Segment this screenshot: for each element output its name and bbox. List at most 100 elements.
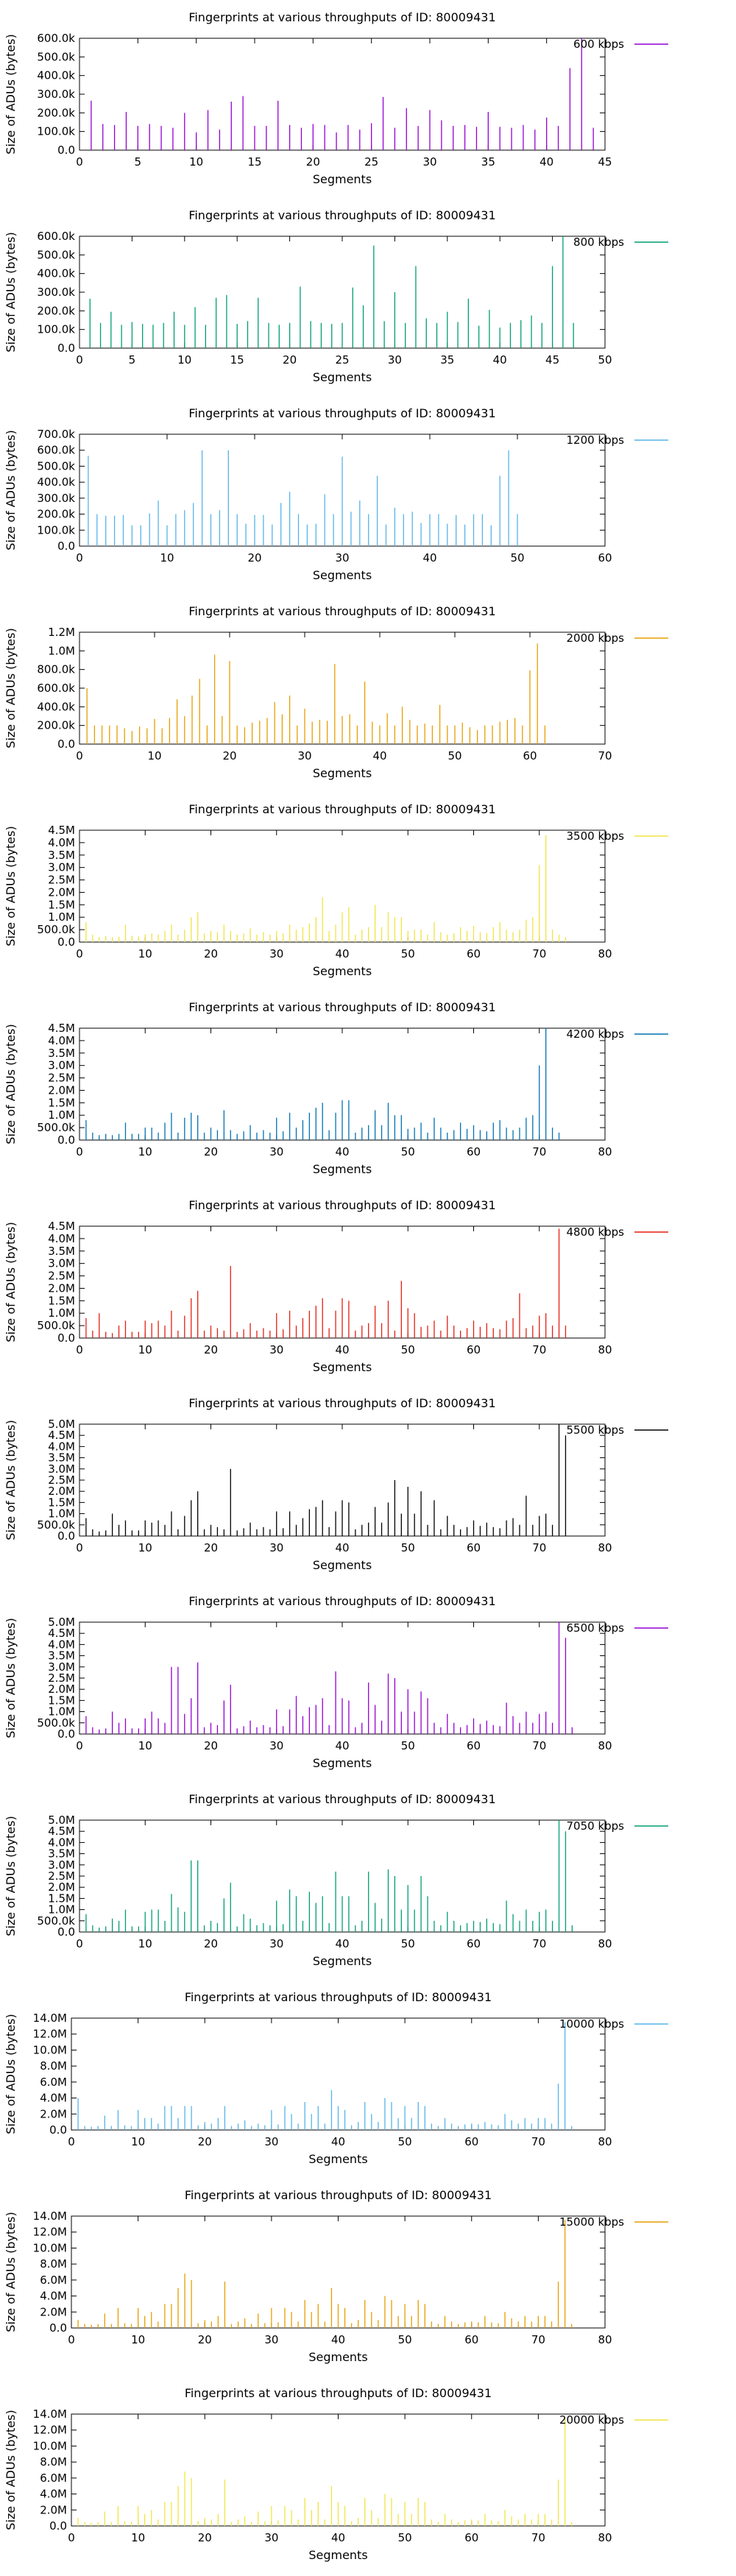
y-tick-label: 4.0M bbox=[48, 836, 75, 849]
plot-frame bbox=[79, 38, 606, 151]
y-tick-label: 500.0k bbox=[37, 248, 75, 261]
y-axis-label: Size of ADUs (bytes) bbox=[4, 1618, 18, 1738]
y-tick-label: 700.0k bbox=[37, 428, 75, 441]
legend-label: 20000 kbps bbox=[559, 2413, 624, 2427]
y-tick-label: 2.0M bbox=[40, 2305, 67, 2318]
y-tick-label: 2.5M bbox=[48, 1072, 75, 1085]
x-tick-label: 0 bbox=[76, 551, 83, 565]
x-axis-label: Segments bbox=[308, 2152, 367, 2166]
y-tick-label: 3.0M bbox=[48, 861, 75, 874]
chart-title: Fingerprints at various throughputs of I… bbox=[188, 1594, 495, 1608]
x-tick-label: 30 bbox=[269, 947, 283, 960]
legend-label: 2000 kbps bbox=[567, 631, 625, 645]
y-tick-label: 600.0k bbox=[37, 682, 75, 695]
x-tick-label: 30 bbox=[264, 2333, 278, 2346]
chart-panel: Fingerprints at various throughputs of I… bbox=[4, 1396, 668, 1572]
x-tick-label: 0 bbox=[76, 353, 83, 367]
x-tick-label: 70 bbox=[532, 1343, 546, 1356]
x-tick-label: 80 bbox=[598, 2531, 612, 2544]
x-tick-label: 60 bbox=[464, 2333, 478, 2346]
y-tick-label: 400.0k bbox=[37, 700, 75, 713]
x-tick-label: 0 bbox=[68, 2135, 75, 2148]
y-tick-label: 3.0M bbox=[48, 1660, 75, 1674]
y-tick-label: 2.5M bbox=[48, 1869, 75, 1883]
x-tick-label: 60 bbox=[523, 749, 537, 762]
x-tick-label: 15 bbox=[230, 353, 244, 367]
y-tick-label: 1.5M bbox=[48, 1294, 75, 1307]
y-axis-label: Size of ADUs (bytes) bbox=[4, 232, 18, 352]
x-tick-label: 60 bbox=[467, 1937, 481, 1950]
y-tick-label: 4.0M bbox=[40, 2092, 67, 2105]
y-tick-label: 500.0k bbox=[37, 1716, 75, 1730]
y-tick-label: 12.0M bbox=[33, 2226, 67, 2239]
y-tick-label: 200.0k bbox=[37, 719, 75, 732]
x-tick-label: 80 bbox=[598, 1541, 612, 1554]
x-tick-label: 70 bbox=[531, 2333, 545, 2346]
y-tick-label: 3.5M bbox=[48, 1047, 75, 1060]
x-tick-label: 30 bbox=[264, 2135, 278, 2148]
x-tick-label: 30 bbox=[269, 1343, 283, 1356]
x-tick-label: 70 bbox=[531, 2531, 545, 2544]
y-tick-label: 12.0M bbox=[33, 2028, 67, 2041]
y-axis-label: Size of ADUs (bytes) bbox=[4, 1816, 18, 1936]
x-tick-label: 0 bbox=[76, 749, 83, 762]
x-tick-label: 40 bbox=[493, 353, 507, 367]
x-tick-label: 50 bbox=[401, 1937, 415, 1950]
y-tick-label: 0.0 bbox=[57, 539, 75, 553]
y-tick-label: 2.0M bbox=[48, 1281, 75, 1295]
y-axis-label: Size of ADUs (bytes) bbox=[4, 1420, 18, 1540]
y-tick-label: 10.0M bbox=[33, 2241, 67, 2254]
y-tick-label: 2.0M bbox=[40, 2503, 67, 2516]
x-tick-label: 10 bbox=[131, 2333, 145, 2346]
x-tick-label: 70 bbox=[532, 1739, 546, 1752]
chart-title: Fingerprints at various throughputs of I… bbox=[188, 1198, 495, 1212]
x-tick-label: 20 bbox=[204, 1739, 218, 1752]
x-tick-label: 50 bbox=[398, 2333, 412, 2346]
y-tick-label: 500.0k bbox=[37, 50, 75, 63]
x-tick-label: 20 bbox=[204, 1145, 218, 1158]
x-tick-label: 10 bbox=[138, 947, 152, 960]
y-tick-label: 5.0M bbox=[48, 1616, 75, 1629]
y-tick-label: 10.0M bbox=[33, 2043, 67, 2056]
y-tick-label: 0.0 bbox=[57, 1727, 75, 1741]
y-tick-label: 500.0k bbox=[37, 459, 75, 473]
y-tick-label: 300.0k bbox=[37, 286, 75, 299]
y-tick-label: 600.0k bbox=[37, 32, 75, 45]
x-tick-label: 40 bbox=[331, 2531, 345, 2544]
legend-label: 1200 kbps bbox=[567, 434, 625, 447]
x-tick-label: 10 bbox=[131, 2135, 145, 2148]
chart-panel: Fingerprints at various throughputs of I… bbox=[4, 802, 668, 978]
y-tick-label: 500.0k bbox=[37, 1518, 75, 1532]
x-tick-label: 60 bbox=[467, 947, 481, 960]
x-tick-label: 30 bbox=[388, 353, 402, 367]
x-tick-label: 10 bbox=[138, 1145, 152, 1158]
y-tick-label: 200.0k bbox=[37, 106, 75, 119]
y-tick-label: 8.0M bbox=[40, 2059, 67, 2073]
y-tick-label: 8.0M bbox=[40, 2455, 67, 2469]
y-tick-label: 400.0k bbox=[37, 475, 75, 489]
y-tick-label: 2.0M bbox=[40, 2107, 67, 2120]
y-tick-label: 0.0 bbox=[57, 737, 75, 751]
chart-panel: Fingerprints at various throughputs of I… bbox=[4, 2386, 668, 2562]
y-axis-label: Size of ADUs (bytes) bbox=[4, 2014, 18, 2134]
y-tick-label: 1.2M bbox=[48, 626, 75, 639]
y-tick-label: 0.0 bbox=[57, 144, 75, 157]
y-tick-label: 4.5M bbox=[48, 1022, 75, 1035]
y-tick-label: 200.0k bbox=[37, 304, 75, 317]
y-axis-label: Size of ADUs (bytes) bbox=[4, 34, 18, 154]
y-tick-label: 0.0 bbox=[49, 2123, 67, 2137]
x-tick-label: 0 bbox=[76, 1739, 83, 1752]
x-tick-label: 50 bbox=[447, 749, 461, 762]
y-tick-label: 0.0 bbox=[49, 2519, 67, 2533]
x-tick-label: 50 bbox=[401, 1541, 415, 1554]
y-tick-label: 500.0k bbox=[37, 923, 75, 936]
x-tick-label: 50 bbox=[398, 2531, 412, 2544]
x-tick-label: 10 bbox=[138, 1937, 152, 1950]
legend-label: 4200 kbps bbox=[567, 1027, 625, 1041]
x-axis-label: Segments bbox=[313, 1756, 372, 1770]
y-tick-label: 1.5M bbox=[48, 898, 75, 911]
y-axis-label: Size of ADUs (bytes) bbox=[4, 826, 18, 946]
y-axis-label: Size of ADUs (bytes) bbox=[4, 430, 18, 550]
legend-label: 3500 kbps bbox=[567, 829, 625, 843]
